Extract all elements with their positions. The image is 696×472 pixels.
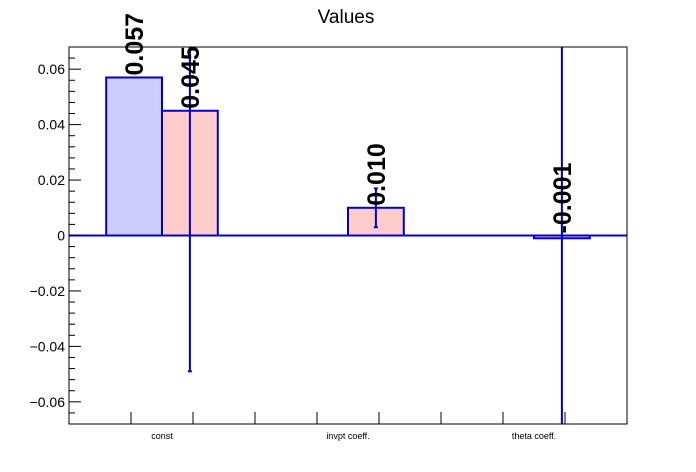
- x-tick-label: theta coeff.: [512, 431, 556, 441]
- data-label: 0.045: [177, 46, 205, 109]
- y-tick-label: 0: [57, 228, 65, 244]
- data-label: -0.001: [549, 163, 577, 234]
- x-tick-label: invpt coeff.: [326, 431, 369, 441]
- data-label: 0.057: [121, 13, 149, 76]
- chart-title: Values: [318, 7, 375, 28]
- y-tick-label: −0.06: [30, 394, 66, 410]
- y-tick-label: −0.02: [30, 283, 66, 299]
- y-tick-label: 0.06: [38, 61, 65, 77]
- y-axis: 0.06 0.04 0.02 0 −0.02 −0.04 −0.06: [30, 46, 81, 425]
- y-tick-label: 0.04: [38, 117, 65, 133]
- x-axis: const invpt coeff. theta coeff.: [130, 412, 566, 441]
- data-labels-layer: 0.057 0.045 0.010 -0.001: [121, 13, 577, 234]
- x-tick-label: const: [151, 431, 173, 441]
- y-tick-label: 0.02: [38, 172, 65, 188]
- bar: [105, 76, 163, 237]
- data-label: 0.010: [363, 143, 391, 206]
- y-tick-label: −0.04: [30, 338, 66, 354]
